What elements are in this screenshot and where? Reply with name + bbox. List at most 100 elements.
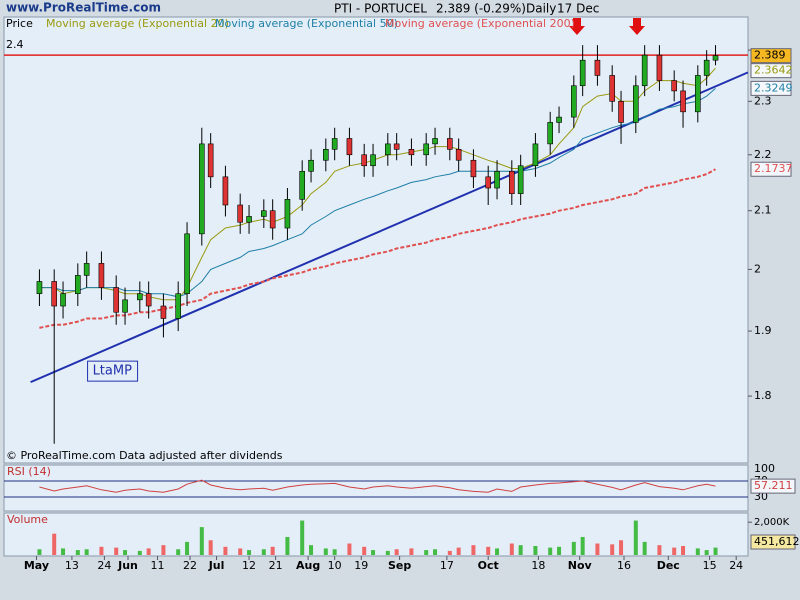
price-panel xyxy=(3,16,749,464)
candle-body xyxy=(485,176,491,189)
y-tick-label: 2.3 xyxy=(754,94,772,107)
candle-body xyxy=(323,149,329,161)
x-tick-label: 15 xyxy=(703,559,717,572)
annotation: LtaMP xyxy=(93,364,133,379)
volume-label: Volume xyxy=(7,513,48,526)
rsi-tick-label: 100 xyxy=(754,462,775,475)
arrow xyxy=(629,18,645,35)
candle-body xyxy=(594,59,601,76)
candle-body xyxy=(98,263,105,288)
candle-body xyxy=(494,170,500,189)
volume-bar xyxy=(238,548,243,555)
volume-bar xyxy=(123,550,128,555)
candle-body xyxy=(269,210,276,229)
x-tick-label: Jun xyxy=(117,559,138,572)
candle-body xyxy=(299,170,305,200)
volume-bar xyxy=(610,544,615,555)
volume-bar xyxy=(146,548,151,555)
x-tick-label: Nov xyxy=(568,559,593,572)
title: PTI - PORTUCEL xyxy=(334,2,427,16)
volume-bar xyxy=(362,546,367,555)
candle-body xyxy=(393,143,400,150)
candle-body xyxy=(609,75,615,102)
volume-bar xyxy=(486,546,491,555)
candle-body xyxy=(423,143,429,156)
legend-entry: Moving average (Exponential 200) xyxy=(385,17,575,30)
volume-bar xyxy=(52,533,57,555)
date: 17 Dec xyxy=(557,2,599,16)
candle-body xyxy=(222,176,229,206)
volume-bar xyxy=(548,547,553,555)
y-tick-label: 2.2 xyxy=(754,148,772,161)
volume-bar xyxy=(114,547,119,555)
candle-body xyxy=(361,154,367,167)
site: www.ProRealTime.com xyxy=(6,1,161,15)
ma-line xyxy=(39,168,716,329)
volume-bar xyxy=(261,549,266,555)
candle-body xyxy=(547,122,553,145)
volume-bar xyxy=(580,536,585,555)
candle-body xyxy=(145,293,152,307)
value-box xyxy=(750,478,796,494)
volume-bar xyxy=(672,547,677,555)
volume-bar xyxy=(84,549,89,555)
volume-bar xyxy=(695,548,700,555)
candle-body xyxy=(680,90,686,113)
x-tick-label: 24 xyxy=(729,559,743,572)
x-tick-label: 22 xyxy=(183,559,197,572)
x-tick-label: Dec xyxy=(657,559,680,572)
volume-bar xyxy=(208,540,213,555)
volume-bar xyxy=(424,550,429,555)
volume-bar xyxy=(137,550,142,555)
value-box xyxy=(750,80,792,96)
volume-bar xyxy=(61,548,66,555)
candle-body xyxy=(175,293,181,319)
volume-bar xyxy=(456,547,461,555)
y-tick-label: 1.9 xyxy=(754,324,772,337)
legend-entry: Moving average (Exponential 20) xyxy=(46,17,229,30)
candle-body xyxy=(83,263,90,276)
candle-body xyxy=(556,116,562,123)
candle-body xyxy=(246,216,252,223)
candle-body xyxy=(703,59,710,76)
candle-body xyxy=(122,299,128,313)
x-tick-label: 12 xyxy=(242,559,256,572)
value-box xyxy=(750,48,792,64)
legend-price: Price xyxy=(6,17,33,30)
volume-bar xyxy=(713,547,718,555)
volume-bar xyxy=(704,550,709,555)
volume-bar xyxy=(533,545,538,555)
candle-body xyxy=(284,199,291,229)
x-tick-label: Jul xyxy=(208,559,225,572)
volume-bar xyxy=(509,543,514,555)
candle-body xyxy=(51,281,57,307)
volume-bar xyxy=(409,548,414,555)
y-tick-label: 2 xyxy=(754,262,761,275)
candle-body xyxy=(671,80,677,92)
x-tick-label: 21 xyxy=(269,559,283,572)
candle-body xyxy=(470,159,477,178)
candle-body xyxy=(656,54,663,81)
candle-body xyxy=(184,233,190,294)
candle-body xyxy=(346,138,353,156)
x-tick-label: 19 xyxy=(354,559,368,572)
volume-bar xyxy=(557,546,562,555)
candle-body xyxy=(237,204,243,223)
volume-bar xyxy=(185,541,190,555)
y-tick-label: 1.8 xyxy=(754,389,772,402)
candle-body xyxy=(36,281,43,294)
candle-body xyxy=(432,138,438,145)
last-value: 57.211 xyxy=(754,479,793,492)
volume-bar xyxy=(371,550,376,555)
volume-bar xyxy=(471,545,476,555)
x-tick-label: Sep xyxy=(388,559,411,572)
x-tick-label: 13 xyxy=(65,559,79,572)
x-tick-label: 10 xyxy=(328,559,342,572)
x-tick-label: 17 xyxy=(440,559,454,572)
volume-bar xyxy=(619,540,624,555)
candle-body xyxy=(207,143,214,178)
last-value: 2.389 xyxy=(754,49,786,62)
quote: 2.389 (-0.29%) xyxy=(436,2,526,16)
candle-body xyxy=(641,54,648,87)
